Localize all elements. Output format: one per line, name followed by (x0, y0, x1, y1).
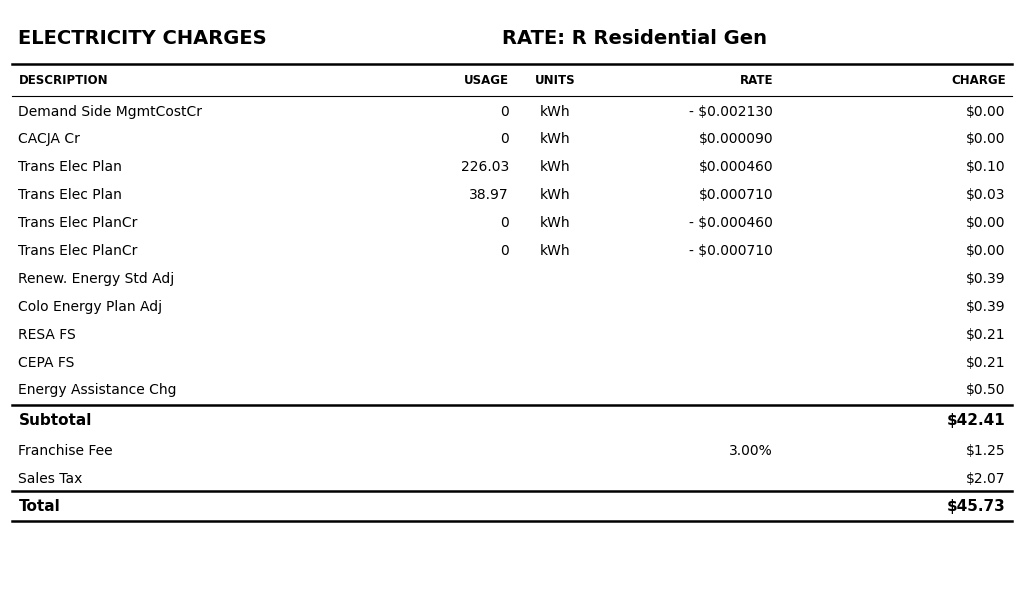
Text: $0.21: $0.21 (966, 328, 1006, 341)
Text: DESCRIPTION: DESCRIPTION (18, 74, 109, 88)
Text: RESA FS: RESA FS (18, 328, 76, 341)
Text: ELECTRICITY CHARGES: ELECTRICITY CHARGES (18, 29, 267, 47)
Text: Renew. Energy Std Adj: Renew. Energy Std Adj (18, 272, 175, 286)
Text: $0.21: $0.21 (966, 356, 1006, 370)
Text: RATE: RATE (739, 74, 773, 88)
Text: 38.97: 38.97 (469, 188, 509, 202)
Text: $0.00: $0.00 (966, 105, 1006, 118)
Text: Trans Elec PlanCr: Trans Elec PlanCr (18, 216, 138, 230)
Text: $45.73: $45.73 (947, 500, 1006, 514)
Text: $0.10: $0.10 (966, 161, 1006, 174)
Text: $2.07: $2.07 (966, 472, 1006, 486)
Text: CHARGE: CHARGE (951, 74, 1006, 88)
Text: $0.39: $0.39 (966, 300, 1006, 314)
Text: kWh: kWh (540, 132, 570, 147)
Text: 0: 0 (500, 132, 509, 147)
Text: 0: 0 (500, 216, 509, 230)
Text: $0.000090: $0.000090 (698, 132, 773, 147)
Text: USAGE: USAGE (464, 74, 509, 88)
Text: $0.00: $0.00 (966, 132, 1006, 147)
Text: Subtotal: Subtotal (18, 413, 92, 428)
Text: Franchise Fee: Franchise Fee (18, 444, 113, 458)
Text: $0.03: $0.03 (966, 188, 1006, 202)
Text: kWh: kWh (540, 216, 570, 230)
Text: CACJA Cr: CACJA Cr (18, 132, 80, 147)
Text: $1.25: $1.25 (966, 444, 1006, 458)
Text: - $0.000710: - $0.000710 (689, 244, 773, 258)
Text: $0.00: $0.00 (966, 216, 1006, 230)
Text: - $0.000460: - $0.000460 (689, 216, 773, 230)
Text: 0: 0 (500, 244, 509, 258)
Text: kWh: kWh (540, 161, 570, 174)
Text: $0.39: $0.39 (966, 272, 1006, 286)
Text: Colo Energy Plan Adj: Colo Energy Plan Adj (18, 300, 163, 314)
Text: 3.00%: 3.00% (729, 444, 773, 458)
Text: Energy Assistance Chg: Energy Assistance Chg (18, 384, 177, 397)
Text: Trans Elec Plan: Trans Elec Plan (18, 188, 122, 202)
Text: Trans Elec PlanCr: Trans Elec PlanCr (18, 244, 138, 258)
Text: 0: 0 (500, 105, 509, 118)
Text: $42.41: $42.41 (947, 413, 1006, 428)
Text: RATE: R Residential Gen: RATE: R Residential Gen (503, 29, 767, 47)
Text: Sales Tax: Sales Tax (18, 472, 83, 486)
Text: Total: Total (18, 500, 60, 514)
Text: $0.000710: $0.000710 (698, 188, 773, 202)
Text: 226.03: 226.03 (461, 161, 509, 174)
Text: $0.50: $0.50 (966, 384, 1006, 397)
Text: - $0.002130: - $0.002130 (689, 105, 773, 118)
Text: $0.00: $0.00 (966, 244, 1006, 258)
Text: CEPA FS: CEPA FS (18, 356, 75, 370)
Text: $0.000460: $0.000460 (698, 161, 773, 174)
Text: Demand Side MgmtCostCr: Demand Side MgmtCostCr (18, 105, 203, 118)
Text: kWh: kWh (540, 105, 570, 118)
Text: UNITS: UNITS (535, 74, 575, 88)
Text: kWh: kWh (540, 188, 570, 202)
Text: kWh: kWh (540, 244, 570, 258)
Text: Trans Elec Plan: Trans Elec Plan (18, 161, 122, 174)
